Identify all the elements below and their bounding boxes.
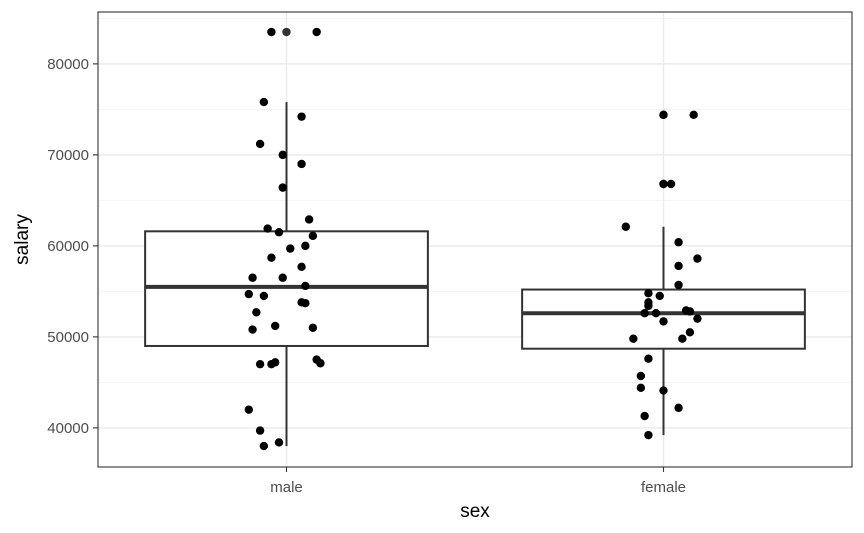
data-point [252,308,261,317]
data-points [244,27,702,451]
data-point [678,334,687,343]
y-tick-label: 40000 [47,420,89,437]
data-point [621,222,630,231]
axes: 40000 50000 60000 70000 80000 male female [47,56,686,496]
data-point [259,97,269,107]
data-point [259,441,269,451]
data-point [629,334,638,343]
data-point [263,224,272,233]
data-point [674,261,683,271]
y-tick-label: 80000 [47,56,89,73]
data-point [286,244,295,253]
data-point [659,386,668,395]
data-point [267,359,276,369]
data-point [301,281,310,291]
data-point [301,299,310,308]
data-point [644,354,653,363]
data-point [301,241,310,251]
data-point [308,323,318,332]
panel-border [97,11,853,468]
data-point [255,139,265,149]
data-point [297,159,306,169]
data-point [636,371,646,381]
data-point [278,273,287,282]
y-tick-label: 50000 [47,329,89,346]
data-point [278,150,287,160]
data-point [274,438,284,447]
data-point [267,27,276,37]
data-point [674,238,683,247]
data-point [644,301,653,311]
data-point [636,383,646,393]
data-point [267,253,276,262]
data-point [644,288,653,298]
data-point [693,254,702,263]
data-point [312,27,321,37]
data-point [640,309,649,318]
data-point [255,359,265,369]
data-point [304,215,314,224]
data-point [244,405,253,414]
data-point [255,426,265,435]
y-tick-label: 70000 [47,147,89,164]
data-point [316,359,325,368]
data-point [689,110,698,120]
data-point [674,403,683,413]
data-point [674,280,683,290]
y-tick-label: 60000 [47,238,89,255]
data-point [666,179,676,189]
data-point [278,183,287,192]
data-point [685,307,695,316]
data-point [297,112,306,121]
data-point [297,262,306,271]
data-point [659,317,668,326]
data-point [693,314,702,323]
y-axis-title: salary [12,214,33,265]
data-point [248,273,257,282]
x-axis-title: sex [460,501,490,522]
data-point [655,291,664,301]
data-point [640,411,649,421]
x-tick-label-female: female [641,479,686,496]
data-point [651,309,661,318]
data-point [270,321,280,331]
outlier-point [282,27,291,37]
data-point [308,231,318,241]
data-point [644,430,653,440]
data-point [248,325,257,334]
data-point [274,228,284,237]
data-point [659,110,668,120]
data-point [659,179,668,189]
data-point [244,289,253,299]
data-point [685,328,695,337]
data-point [259,291,269,301]
x-tick-label-male: male [270,479,303,496]
